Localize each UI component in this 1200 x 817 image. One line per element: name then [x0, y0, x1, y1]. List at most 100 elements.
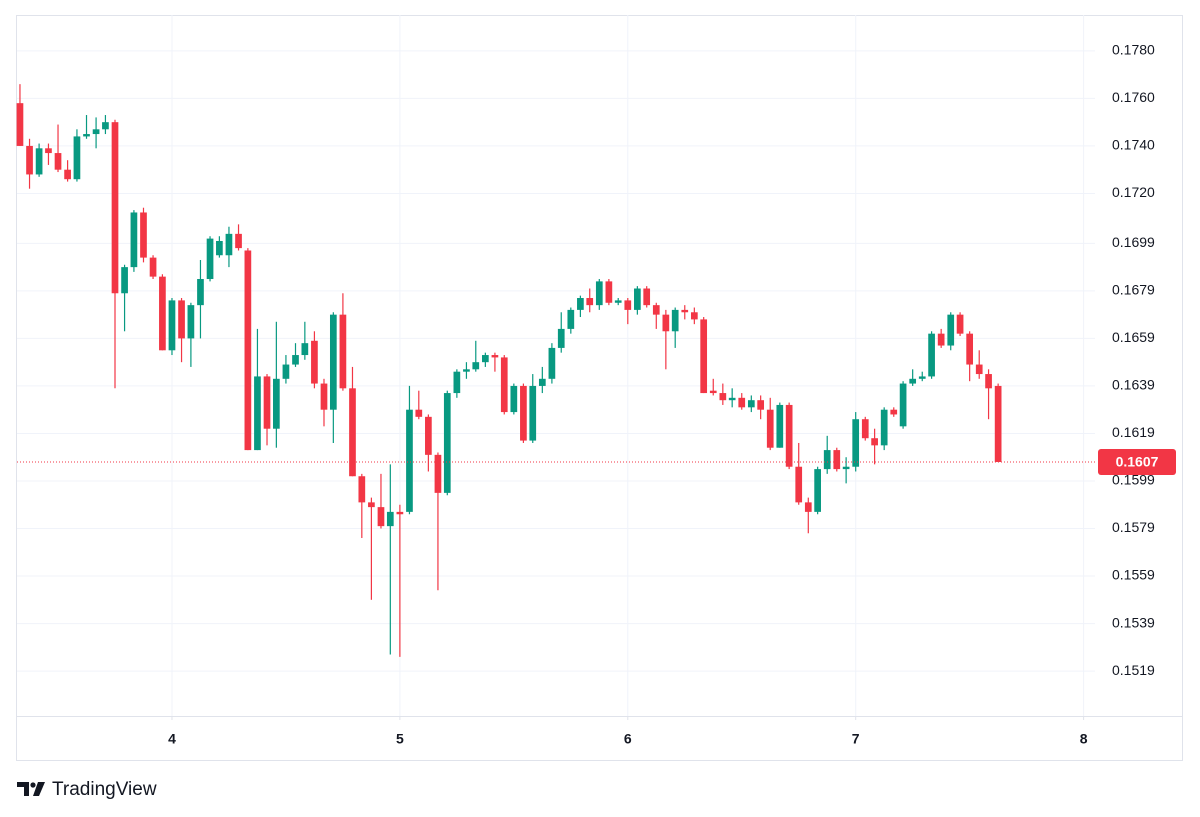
candle-body [187, 305, 195, 339]
x-tick-label: 8 [1080, 731, 1088, 747]
candle-body [520, 385, 527, 441]
y-tick-label: 0.1599 [1112, 472, 1155, 488]
candle-body [529, 385, 537, 441]
candle-body [890, 409, 898, 415]
candle-body [73, 136, 81, 180]
candle-body [45, 148, 52, 154]
candle-body [481, 355, 489, 363]
candle-body [548, 347, 556, 379]
candle-body [472, 362, 480, 370]
candle-body [349, 388, 356, 477]
candle-body [852, 419, 860, 467]
x-tick-label: 6 [624, 731, 632, 747]
chart-frame [16, 15, 1183, 761]
candle-body [168, 300, 176, 351]
y-tick-label: 0.1519 [1112, 662, 1155, 678]
y-tick-label: 0.1619 [1112, 424, 1155, 440]
last-price-badge [1098, 448, 1176, 475]
x-tick-label: 4 [168, 731, 176, 747]
candle-body [396, 511, 404, 515]
candle-body [690, 312, 698, 320]
candle-body [491, 355, 499, 358]
candle-body [35, 148, 43, 175]
candle-body [776, 404, 784, 448]
candle-body [662, 314, 670, 332]
candle-body [500, 357, 508, 413]
candle-body [510, 385, 518, 413]
x-tick-label: 7 [852, 731, 860, 747]
candle-body [282, 364, 290, 379]
y-tick-label: 0.1699 [1112, 234, 1155, 250]
candle-body [652, 305, 660, 315]
candle-body [671, 309, 679, 332]
candle-body [216, 240, 223, 256]
candle-body [719, 393, 727, 401]
y-tick-label: 0.1639 [1112, 377, 1155, 393]
candle-body [102, 122, 109, 130]
candle-body [453, 371, 461, 394]
candle-body [681, 309, 689, 313]
candle-body [567, 309, 575, 329]
candle-body [747, 400, 755, 408]
candle-body [197, 279, 204, 306]
candle-body [871, 438, 878, 446]
candle-body [728, 397, 736, 401]
candle-body [795, 466, 803, 503]
y-tick-label: 0.1539 [1112, 614, 1155, 630]
candle-body [614, 300, 622, 303]
candle-body [121, 267, 128, 294]
brand-logo [17, 782, 45, 796]
candle-body [178, 300, 185, 339]
candle-body [842, 466, 850, 470]
y-tick-label: 0.1720 [1112, 184, 1155, 200]
candle-body [937, 333, 945, 346]
y-tick-label: 0.1760 [1112, 89, 1155, 105]
candle-body [406, 409, 413, 512]
candle-body [899, 383, 907, 427]
candle-body [377, 507, 385, 527]
candle-body [928, 333, 935, 377]
candle-body [263, 376, 271, 429]
candle-body [415, 409, 423, 417]
candles [16, 84, 1002, 657]
candle-body [833, 450, 841, 470]
candle-body [785, 404, 793, 467]
candle-body [16, 103, 24, 146]
candle-body [966, 333, 974, 365]
y-tick-label: 0.1679 [1112, 282, 1155, 298]
candle-body [225, 233, 233, 256]
candle-body [624, 300, 632, 310]
candle-body [709, 390, 717, 394]
candle-body [64, 169, 71, 180]
candle-body [311, 340, 318, 384]
candle-body [586, 298, 594, 306]
candle-body [634, 288, 641, 310]
candle-body [804, 502, 812, 512]
candle-body [386, 511, 394, 527]
candle-body [956, 314, 964, 334]
candle-body [140, 212, 147, 258]
candle-body [463, 369, 470, 372]
candle-body [861, 419, 869, 439]
candle-body [909, 378, 917, 384]
candle-body [301, 343, 309, 356]
candle-body [130, 212, 138, 268]
candle-body [368, 502, 375, 508]
candle-body [557, 328, 565, 348]
y-tick-label: 0.1740 [1112, 137, 1155, 153]
candle-body [985, 374, 992, 389]
candle-body [358, 476, 366, 503]
candle-body [83, 134, 90, 137]
candle-body [339, 314, 347, 389]
candle-body [538, 378, 546, 386]
candle-body [206, 238, 214, 280]
candle-body [443, 393, 451, 493]
candle-body [329, 314, 337, 410]
candle-body [425, 416, 432, 455]
candle-body [320, 383, 328, 410]
candle-body [244, 250, 252, 451]
grid [17, 15, 1095, 716]
candle-body [149, 257, 157, 277]
candle-body [434, 454, 442, 493]
